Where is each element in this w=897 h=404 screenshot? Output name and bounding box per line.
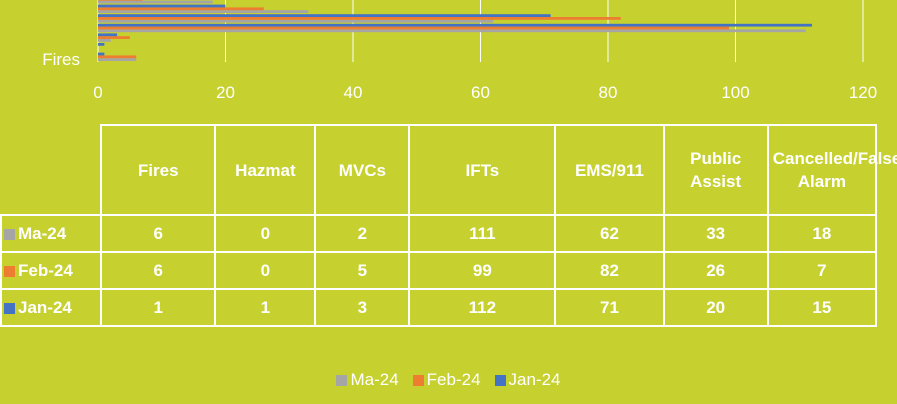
bar [98,36,130,39]
x-tick-label: 80 [599,83,618,102]
bar [98,19,494,23]
table-cell: 18 [766,214,878,253]
table-cell: 112 [408,288,557,327]
row-header: Jan-24 [0,288,103,327]
bar [98,55,137,59]
bar [98,0,213,4]
x-tick-label: 0 [93,83,102,102]
table-row: Jan-24 1 1 3 112 71 20 15 [0,288,878,327]
x-tick-label: 40 [344,83,363,102]
table-cell: 1 [214,288,317,327]
legend-key [4,228,15,240]
row-header: Ma-24 [0,214,103,253]
legend-key [4,302,15,314]
table-row: Ma-24 6 0 2 111 62 33 18 [0,214,878,253]
x-tick-label: 20 [216,83,235,102]
chart: 0 20 40 60 80 100 120 Fires [42,0,877,102]
table-cell: 71 [554,288,665,327]
bar [98,10,309,13]
legend-item: Ma-24 [336,370,399,390]
table-cell: 0 [214,214,317,253]
bar [98,0,143,1]
column-header: Cancelled/False Alarm [766,124,897,216]
bar [98,52,105,56]
legend-key [4,265,15,277]
row-header: Feb-24 [0,251,103,290]
bar [98,58,137,61]
legend-label: Jan-24 [508,370,561,389]
column-header: Hazmat [214,124,317,216]
y-tick-label: Fires [42,50,80,69]
legend-item: Jan-24 [494,370,561,390]
x-tick-label: 60 [471,83,490,102]
table-cell: 26 [662,251,769,290]
legend-swatch [412,375,424,387]
table-cell: 7 [766,251,878,290]
x-tick-label: 120 [849,83,877,102]
x-tick-label: 100 [721,83,749,102]
table-cell: 15 [766,288,878,327]
table-cell: 33 [662,214,769,253]
column-header: IFTs [408,124,557,216]
bar [98,29,806,33]
row-label: Ma-24 [18,223,67,243]
column-header: Fires [100,124,217,216]
bar [98,17,621,20]
table-cell: 1 [100,288,217,327]
table-cell: 6 [100,251,217,290]
table-cell: 20 [662,288,769,327]
table-cell: 111 [408,214,557,253]
column-header: EMS/911 [554,124,665,216]
bar [98,33,118,37]
legend-label: Feb-24 [426,370,481,389]
table-row: Feb-24 6 0 5 99 82 26 7 [0,251,878,290]
table-cell: 62 [554,214,665,253]
table-cell: 5 [314,251,411,290]
bar [98,43,105,46]
table-cell: 82 [554,251,665,290]
legend-swatch [336,375,348,387]
bar [98,14,551,17]
legend: Ma-24 Feb-24 Jan-24 [0,370,897,390]
bar [98,23,812,27]
bar [98,26,730,30]
bar [98,7,264,11]
legend-item: Feb-24 [412,370,481,390]
table-cell: 99 [408,251,557,290]
table-cell: 3 [314,288,411,327]
legend-label: Ma-24 [350,370,399,389]
column-header: MVCs [314,124,411,216]
row-label: Jan-24 [18,297,72,317]
row-label: Feb-24 [18,260,73,280]
bar [98,4,226,8]
corner [1,125,103,216]
legend-swatch [494,375,506,387]
table-cell: 6 [100,214,217,253]
column-header: Public Assist [662,124,769,216]
data-table: Fires Hazmat MVCs IFTs EMS/911 Public Assist C… [0,124,897,327]
table-cell: 0 [214,251,317,290]
table-cell: 2 [314,214,411,253]
bar [98,39,111,42]
